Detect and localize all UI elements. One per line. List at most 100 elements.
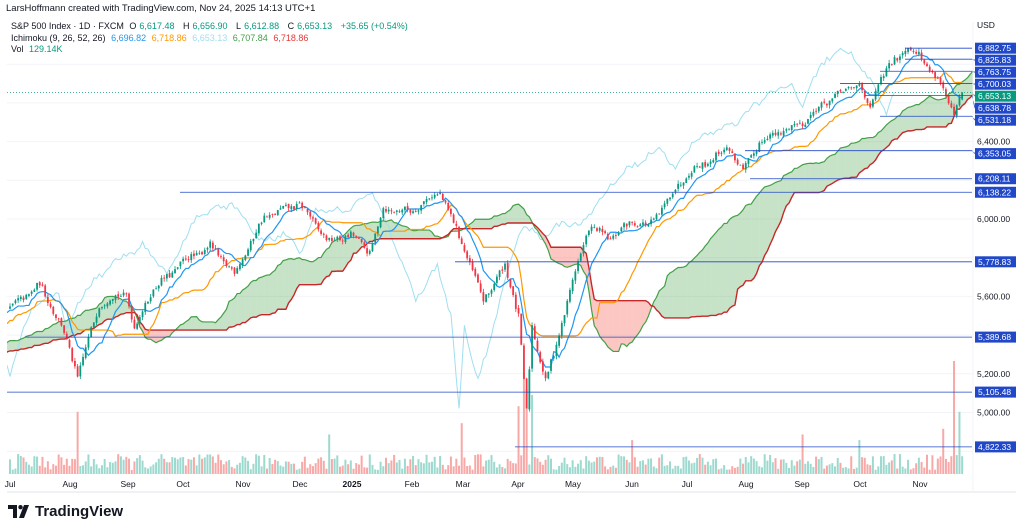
- time-axis[interactable]: Jul Aug Sep Oct Nov Dec 2025 Feb Mar Apr May Jun Jul…: [5, 479, 929, 489]
- plot-area[interactable]: [7, 22, 973, 476]
- level-label: 6,138.22: [978, 187, 1011, 197]
- candle-body: [945, 89, 947, 97]
- volume-bar: [752, 458, 755, 474]
- cloud-segment: [756, 193, 760, 274]
- tradingview-logo[interactable]: TradingView: [8, 503, 123, 520]
- cloud-segment: [721, 223, 725, 315]
- volume-legend-row[interactable]: Vol 129.14K: [11, 44, 411, 56]
- candle-body: [731, 151, 734, 154]
- leading-span-a-line: [7, 70, 973, 353]
- symbol-title[interactable]: S&P 500 Index · 1D · FXCM: [11, 21, 124, 31]
- base-value: 6,718.86: [151, 32, 187, 43]
- volume-bar: [155, 462, 158, 474]
- candle-body: [666, 198, 669, 204]
- candle-body: [276, 210, 279, 216]
- cloud-segment: [964, 77, 968, 104]
- volume-bar: [904, 468, 907, 474]
- cloud-segment: [816, 162, 819, 193]
- volume-bar: [187, 459, 190, 474]
- open-label: O: [129, 21, 137, 31]
- candle-body: [368, 250, 371, 254]
- ichimoku-legend-row[interactable]: Ichimoku (9, 26, 52, 26) 6,696.82 6,718.…: [11, 33, 411, 45]
- candle-body: [720, 152, 723, 154]
- volume-bar: [723, 465, 726, 474]
- candle-body: [228, 266, 231, 268]
- cloud-segment: [193, 316, 197, 331]
- price-axis[interactable]: 6,400.00 6,000.00 5,600.00 5,200.00 5,000.00: [977, 137, 1010, 418]
- volume-bar: [885, 464, 888, 474]
- cloud-segment: [805, 163, 808, 193]
- currency-label[interactable]: USD: [977, 20, 995, 30]
- cloud-segment: [764, 186, 768, 256]
- volume-bar: [412, 455, 415, 474]
- volume-title[interactable]: Vol: [11, 44, 24, 54]
- volume-bar: [522, 372, 525, 474]
- cloud-segment: [716, 229, 719, 316]
- cloud-segment: [12, 340, 16, 351]
- candle-body: [444, 200, 447, 203]
- cloud-segment: [572, 247, 576, 266]
- candle-body: [90, 327, 93, 337]
- candle-body: [441, 193, 444, 201]
- cloud-segment: [26, 335, 29, 349]
- candle-body: [52, 306, 55, 314]
- horizontal-levels: 6,882.75 6,825.83 6,763.75 6,700.03 6,653.13…: [7, 42, 1016, 453]
- cloud-segment: [272, 270, 276, 314]
- candle-body: [401, 209, 404, 213]
- candle-body: [961, 92, 964, 100]
- candle-body: [317, 222, 320, 230]
- cloud-segment: [83, 310, 86, 332]
- cloud-segment: [426, 230, 430, 239]
- candle-body: [552, 356, 555, 359]
- volume-bar: [871, 456, 874, 474]
- symbol-legend-row[interactable]: S&P 500 Index · 1D · FXCM O 6,617.48 H 6,6…: [11, 21, 411, 33]
- cloud-segment: [369, 222, 373, 242]
- cloud-segment: [613, 300, 616, 352]
- cloud-segment: [626, 300, 630, 347]
- candle-body: [625, 223, 628, 227]
- candle-body: [528, 369, 531, 410]
- volume-bar: [874, 469, 877, 474]
- volume-bar: [777, 468, 780, 474]
- cloud-segment: [334, 239, 338, 272]
- volume-bar: [785, 462, 788, 474]
- candle-body: [366, 248, 368, 254]
- volume-bar: [909, 469, 912, 474]
- volume-bar: [190, 459, 193, 474]
- ichimoku-title[interactable]: Ichimoku (9, 26, 52, 26): [11, 32, 106, 43]
- cloud-segment: [783, 174, 787, 213]
- cloud-segment: [139, 321, 143, 332]
- cloud-segment: [477, 219, 481, 229]
- candle-body: [98, 308, 101, 317]
- volume-bar: [652, 466, 655, 474]
- candle-body: [517, 308, 520, 314]
- cloud-segment: [115, 297, 119, 317]
- volume-bar: [339, 466, 342, 474]
- cloud-segment: [872, 136, 876, 163]
- cloud-segment: [37, 331, 40, 346]
- volume-bar: [712, 459, 715, 474]
- time-tick-label: Nov: [235, 479, 251, 489]
- volume-bar: [793, 465, 796, 474]
- candle-body: [790, 125, 793, 131]
- candle-body: [330, 237, 333, 241]
- cloud-segment: [23, 336, 27, 350]
- candle-body: [650, 219, 652, 225]
- candle-body: [885, 68, 888, 77]
- volume-bar: [728, 469, 731, 474]
- candle-body: [436, 194, 439, 196]
- candle-body: [74, 360, 76, 367]
- volume-bar: [915, 463, 918, 474]
- cloud-segment: [15, 340, 19, 351]
- volume-bar: [901, 466, 904, 474]
- candle-body: [414, 211, 417, 212]
- volume-bar: [815, 456, 818, 474]
- price-tick-label: 6,400.00: [977, 137, 1010, 147]
- cloud-segment: [326, 247, 330, 277]
- price-chart[interactable]: 6,882.75 6,825.83 6,763.75 6,700.03 6,653.13…: [0, 0, 1024, 500]
- volume-bar: [287, 461, 290, 474]
- cloud-segment: [602, 300, 606, 343]
- volume-bar: [566, 464, 569, 474]
- candle-body: [920, 52, 923, 60]
- volume-bar: [812, 466, 815, 474]
